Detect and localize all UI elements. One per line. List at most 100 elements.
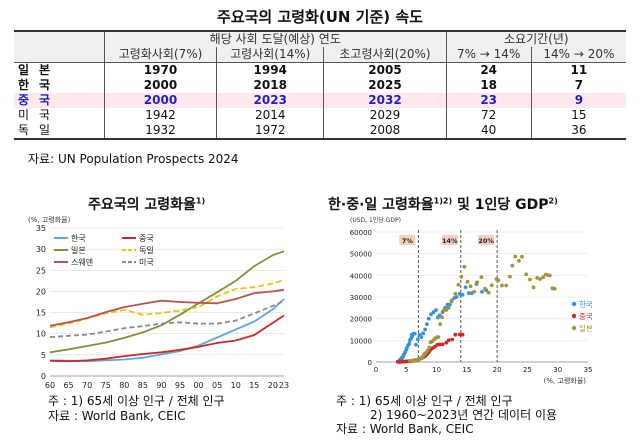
legend-label: 미국 <box>139 258 154 267</box>
data-point-한국 <box>414 342 418 347</box>
x-tick-label: 90 <box>156 381 166 390</box>
table-row: 중국 2000 2023 2032 23 9 <box>14 93 626 108</box>
x-tick-label: 15 <box>249 381 259 390</box>
series-line-중국 <box>49 314 285 363</box>
left-chart-title: 주요국의 고령화율1) <box>88 194 205 214</box>
data-point-일본 <box>541 275 546 280</box>
x-tick-label: 5 <box>404 366 408 374</box>
right-note-1: 주 : 1) 65세 이상 인구 / 전체 인구 <box>336 394 513 408</box>
y-tick-label: 30 <box>36 245 46 254</box>
left-source: 자료 : World Bank, CEIC <box>48 409 186 423</box>
y-tick-label: 5 <box>41 351 46 360</box>
y-tick-label: 10 <box>36 330 46 339</box>
left-chart-title-text: 주요국의 고령화율 <box>88 197 196 213</box>
data-point-일본 <box>504 283 509 288</box>
x-tick-label: 85 <box>138 381 148 390</box>
table-cell: 11 <box>530 62 626 78</box>
subheader-aged-society: 고령사회(14%) <box>215 47 324 63</box>
row-country: 한국 <box>18 78 61 92</box>
data-point-일본 <box>486 290 491 295</box>
x-tick-label: 20 <box>493 366 502 374</box>
x-tick-label: 80 <box>119 381 129 390</box>
data-point-중국 <box>457 332 462 337</box>
data-point-일본 <box>440 315 444 320</box>
data-point-일본 <box>528 277 532 282</box>
threshold-badge <box>478 235 495 245</box>
table-cell: 2008 <box>323 123 447 140</box>
table-cell: 40 <box>445 123 532 140</box>
data-point-일본 <box>436 335 441 339</box>
table-corner <box>14 30 105 47</box>
right-source: 자료 : World Bank, CEIC <box>336 422 474 436</box>
row-country: 일본 <box>18 63 61 77</box>
data-point-중국 <box>440 342 445 347</box>
y-tick-label: 35 <box>36 224 46 233</box>
y-axis-label: (%, 고령화율) <box>28 216 71 224</box>
data-point-일본 <box>513 254 518 259</box>
threshold-badge <box>441 235 458 245</box>
x-tick-label: 0 <box>374 366 378 374</box>
data-point-한국 <box>419 335 424 339</box>
data-point-일본 <box>538 277 542 281</box>
y-tick-label: 0 <box>368 359 372 367</box>
data-point-한국 <box>457 291 462 296</box>
data-point-한국 <box>466 291 471 295</box>
data-point-일본 <box>500 283 504 288</box>
y-tick-label: 25 <box>36 266 46 275</box>
x-tick-label: 15 <box>462 366 471 374</box>
data-point-한국 <box>426 316 431 321</box>
data-point-일본 <box>479 275 484 279</box>
x-tick-label: 10 <box>432 366 441 374</box>
data-point-일본 <box>468 284 473 289</box>
x-tick-label: 35 <box>584 366 593 374</box>
right-note-2: 2) 1960~2023년 연간 데이터 이용 <box>370 408 558 422</box>
x-tick-label: 10 <box>231 381 241 390</box>
data-point-일본 <box>465 279 470 284</box>
data-point-중국 <box>444 340 449 345</box>
series-line-일본 <box>49 250 285 354</box>
y-tick-label: 40000 <box>350 272 372 280</box>
data-point-한국 <box>423 327 427 332</box>
table-cell: 23 <box>445 93 532 108</box>
subheader-super-aged-society: 초고령사회(20%) <box>323 47 447 63</box>
data-point-한국 <box>460 292 465 297</box>
table-cell: 1994 <box>215 62 324 78</box>
data-point-중국 <box>460 332 465 337</box>
x-tick-label: 23 <box>279 381 289 390</box>
data-point-한국 <box>425 322 429 326</box>
table-cell: 7 <box>530 78 626 93</box>
table-cell: 18 <box>445 78 532 93</box>
data-point-일본 <box>438 322 443 326</box>
y-tick-label: 30000 <box>350 294 372 302</box>
x-tick-label: 25 <box>523 366 532 374</box>
data-point-일본 <box>547 273 552 278</box>
left-chart-title-sup: 1) <box>195 196 206 206</box>
left-note: 주 : 1) 65세 이상 인구 / 전체 인구 <box>48 394 225 408</box>
data-point-한국 <box>407 341 412 346</box>
table-row: 한국 2000 2018 2025 18 7 <box>14 78 626 93</box>
table-cell: 2014 <box>215 108 324 123</box>
row-country: 중국 <box>14 93 105 108</box>
series-line-독일 <box>49 279 285 329</box>
legend-label: 스웨덴 <box>71 257 93 267</box>
table-cell: 1942 <box>104 108 217 123</box>
threshold-label: 7% <box>402 237 414 245</box>
table-cell: 2000 <box>104 93 217 108</box>
table-cell: 2029 <box>323 108 447 123</box>
x-tick-label: 00 <box>193 381 203 390</box>
data-point-한국 <box>434 308 438 312</box>
table-cell: 2032 <box>323 93 447 108</box>
data-point-일본 <box>444 308 449 312</box>
table-cell: 9 <box>530 93 626 108</box>
data-point-한국 <box>480 289 484 294</box>
x-tick-label: 60 <box>45 381 55 390</box>
data-point-일본 <box>524 272 529 277</box>
subheader-aging-society: 고령화사회(7%) <box>104 47 217 63</box>
table-row: 독일 1932 1972 2008 40 36 <box>14 123 626 140</box>
data-point-일본 <box>427 345 432 350</box>
data-point-일본 <box>425 348 430 353</box>
right-chart-title-sup2: 2) <box>548 196 558 206</box>
subheader-14-to-20: 14% → 20% <box>530 47 626 63</box>
table-cell: 2000 <box>104 78 217 93</box>
